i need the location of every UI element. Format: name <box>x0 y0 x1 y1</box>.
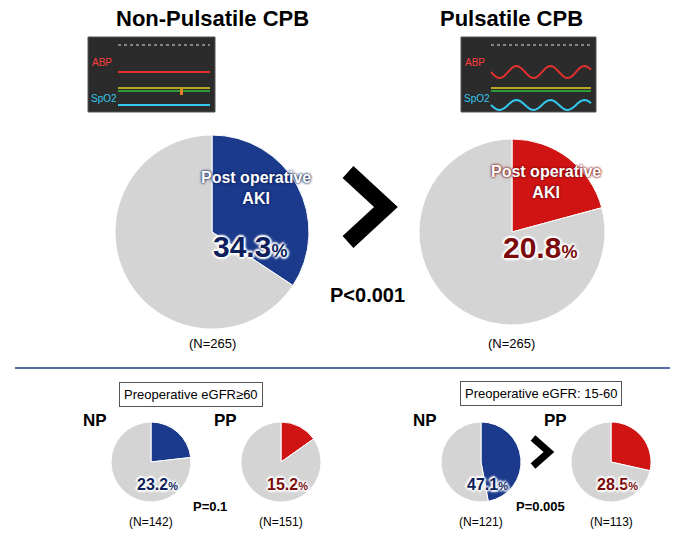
svg-text:P=0.1: P=0.1 <box>193 499 227 514</box>
svg-text:20.8%: 20.8% <box>503 231 577 264</box>
svg-text:(N=142): (N=142) <box>129 515 173 529</box>
svg-text:28.5%: 28.5% <box>597 476 638 493</box>
svg-text:15.2%: 15.2% <box>267 476 308 493</box>
svg-text:NP: NP <box>413 411 437 430</box>
svg-text:Non-Pulsatile CPB: Non-Pulsatile CPB <box>116 6 309 31</box>
svg-text:ABP: ABP <box>465 57 485 68</box>
svg-text:(N=265): (N=265) <box>189 336 236 351</box>
svg-text:(N=113): (N=113) <box>590 515 633 529</box>
svg-text:34.3%: 34.3% <box>213 230 287 263</box>
svg-text:47.1%: 47.1% <box>467 476 508 493</box>
svg-text:PP: PP <box>214 411 237 430</box>
svg-text:(N=151): (N=151) <box>259 515 303 529</box>
svg-text:P<0.001: P<0.001 <box>330 284 405 306</box>
svg-text:Preoperative eGFR≥60: Preoperative eGFR≥60 <box>124 387 258 402</box>
svg-text:SpO2: SpO2 <box>91 93 117 104</box>
svg-text:Pulsatile CPB: Pulsatile CPB <box>440 6 583 31</box>
svg-text:SpO2: SpO2 <box>464 93 490 104</box>
svg-text:NP: NP <box>83 411 107 430</box>
svg-text:23.2%: 23.2% <box>137 476 178 493</box>
svg-text:(N=121): (N=121) <box>459 515 503 529</box>
svg-text:Post operativeAKI: Post operativeAKI <box>201 169 311 207</box>
svg-text:ABP: ABP <box>92 57 112 68</box>
svg-text:(N=265): (N=265) <box>488 336 535 351</box>
svg-text:Preoperative eGFR: 15-60: Preoperative eGFR: 15-60 <box>465 386 617 401</box>
svg-text:P=0.005: P=0.005 <box>516 499 565 514</box>
svg-text:Post operativeAKI: Post operativeAKI <box>491 163 601 201</box>
svg-text:PP: PP <box>544 411 567 430</box>
